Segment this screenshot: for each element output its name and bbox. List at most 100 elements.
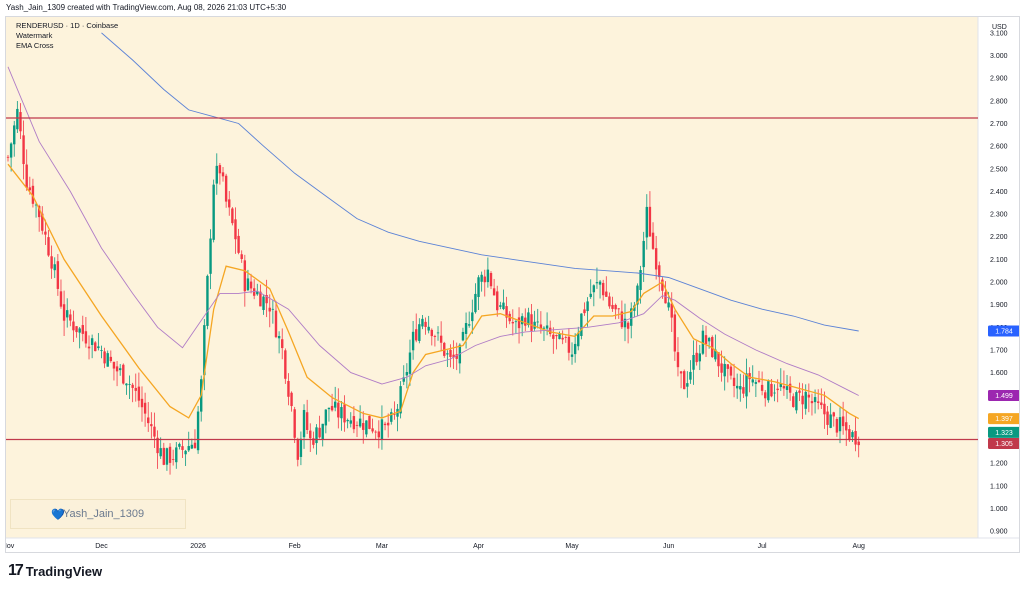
candle-up — [686, 383, 689, 387]
candle-down — [683, 371, 686, 390]
price-tag — [988, 426, 1019, 438]
candle-down — [651, 232, 655, 249]
candle-down — [489, 273, 493, 287]
candle-up — [90, 338, 94, 346]
candle-down — [171, 459, 175, 461]
candle-up — [642, 240, 645, 268]
x-tick-label: Nov — [6, 543, 15, 550]
y-tick-label: 2.200 — [990, 234, 1008, 241]
watermark-legend[interactable]: Watermark — [16, 31, 53, 40]
candle-down — [676, 352, 680, 368]
candle-up — [333, 401, 337, 408]
symbol-legend[interactable]: RENDERUSD · 1D · Coinbase — [16, 21, 119, 30]
candle-down — [757, 380, 761, 383]
candle-down — [704, 335, 708, 345]
candle-up — [53, 264, 56, 271]
author-badge-text: Yash_Jain_1309 — [63, 508, 145, 520]
y-tick-label: 0.900 — [990, 529, 1008, 536]
candle-down — [47, 237, 50, 256]
currency-label: USD — [992, 24, 1007, 31]
candle-down — [729, 366, 733, 376]
tradingview-footer[interactable]: 17 TradingView — [8, 562, 102, 580]
candle-up — [125, 383, 128, 386]
chart-frame[interactable]: USD 3.100 3.000 2.900 2.800 2.700 2.600 2.500 2.… — [5, 16, 1020, 553]
candle-down — [776, 388, 779, 391]
candle-up — [349, 420, 352, 424]
candle-down — [854, 431, 857, 445]
candle-up — [723, 363, 726, 377]
candle-up — [178, 443, 181, 447]
candle-down — [309, 430, 312, 439]
price-tag — [988, 390, 1019, 402]
candle-up — [262, 296, 265, 311]
candle-down — [561, 337, 564, 340]
candle-up — [97, 346, 100, 349]
candle-up — [187, 446, 190, 451]
candle-down — [87, 346, 91, 349]
y-tick-label: 2.300 — [990, 212, 1008, 219]
y-tick-label: 1.900 — [990, 302, 1008, 309]
candle-up — [184, 450, 187, 455]
candle-up — [324, 409, 328, 426]
candle-up — [405, 372, 409, 376]
candle-up — [477, 277, 480, 298]
candle-up — [464, 323, 468, 334]
ema-cross-legend[interactable]: EMA Cross — [16, 41, 54, 50]
candle-up — [767, 381, 770, 401]
price-tag-label: 1.499 — [995, 393, 1013, 400]
candle-down — [243, 260, 247, 292]
candle-up — [536, 321, 539, 323]
x-tick-label: May — [565, 543, 579, 550]
candle-up — [592, 285, 596, 293]
candle-down — [368, 415, 371, 429]
candle-down — [131, 384, 134, 388]
candle-up — [499, 305, 502, 307]
candle-up — [159, 448, 162, 457]
candle-down — [452, 354, 455, 358]
candle-up — [190, 444, 194, 449]
candle-up — [533, 321, 536, 329]
candle-down — [19, 112, 22, 132]
candle-up — [804, 391, 807, 409]
candle-up — [667, 302, 670, 308]
candle-down — [265, 295, 268, 304]
candle-up — [754, 382, 758, 384]
candle-down — [274, 310, 278, 338]
price-scale-background — [978, 17, 1019, 538]
candle-up — [380, 419, 384, 440]
candle-up — [299, 438, 303, 457]
candle-up — [246, 278, 250, 291]
candle-down — [782, 386, 786, 389]
candle-down — [287, 380, 290, 397]
candle-down — [742, 387, 745, 394]
candle-down — [386, 422, 390, 426]
candle-up — [365, 420, 368, 435]
candle-up — [838, 417, 842, 432]
candle-down — [823, 403, 826, 415]
candle-down — [162, 447, 166, 465]
candle-down — [109, 356, 113, 362]
candle-down — [726, 364, 730, 369]
x-tick-label: Apr — [473, 543, 485, 550]
candle-up — [446, 353, 449, 355]
candle-up — [390, 412, 393, 422]
candle-up — [436, 332, 440, 334]
candle-down — [857, 441, 860, 446]
candle-down — [221, 172, 225, 177]
candle-down — [654, 248, 658, 270]
candle-up — [577, 332, 580, 347]
candle-up — [128, 384, 131, 385]
candle-up — [589, 293, 592, 298]
candle-down — [845, 422, 848, 431]
candle-down — [530, 314, 533, 331]
candle-down — [41, 213, 44, 231]
candle-up — [573, 343, 577, 355]
candle-up — [421, 318, 424, 327]
ema-line-1 — [7, 163, 860, 420]
candle-up — [735, 385, 739, 389]
y-tick-label: 3.100 — [990, 30, 1008, 37]
candle-up — [321, 423, 324, 440]
candle-up — [78, 328, 81, 333]
candle-down — [37, 205, 41, 218]
